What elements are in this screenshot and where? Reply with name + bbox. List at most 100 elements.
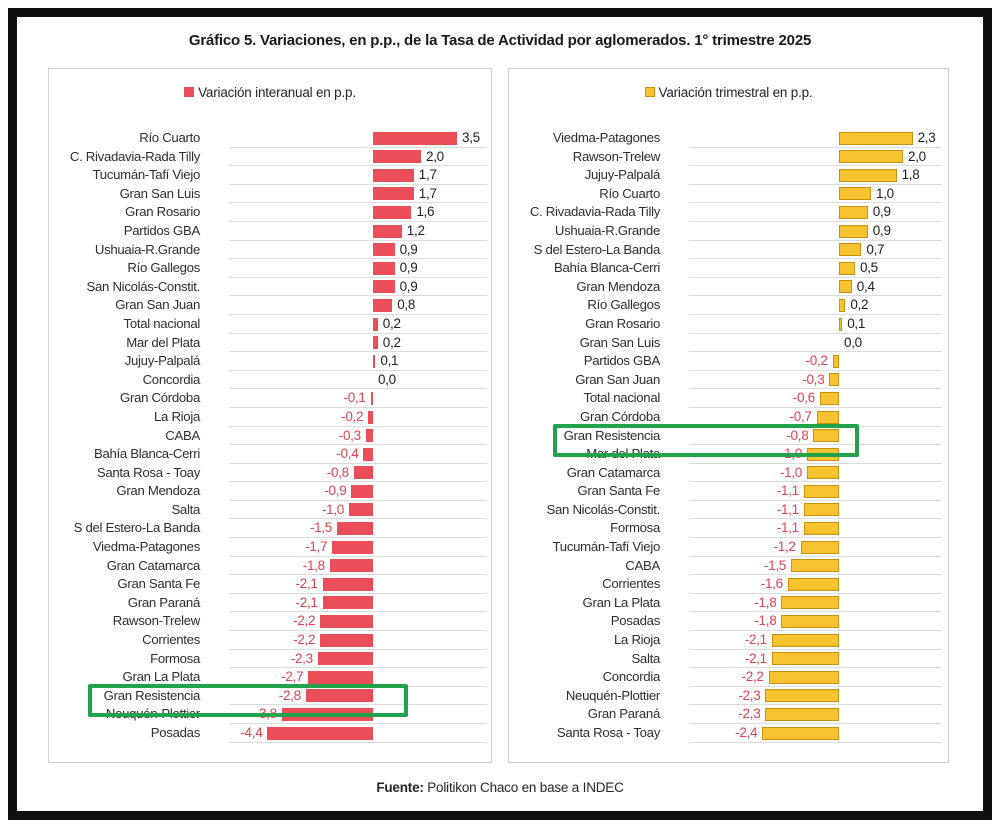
value-label: 0,2 xyxy=(382,315,401,331)
value-label: 0,9 xyxy=(399,260,418,276)
value-bar xyxy=(813,429,839,443)
source-label: Fuente: xyxy=(376,780,424,795)
value-label: -0,8 xyxy=(326,464,349,480)
value-label: -0,6 xyxy=(792,390,815,406)
category-label: Salta xyxy=(171,501,200,517)
figure-frame: Gráfico 5. Variaciones, en p.p., de la T… xyxy=(8,8,992,820)
bar-row: Formosa -2,3 xyxy=(49,650,487,669)
bar-row: Mar del Plata 0,2 xyxy=(49,334,487,353)
value-bar xyxy=(787,577,839,591)
value-label: -0,1 xyxy=(343,390,366,406)
value-bar xyxy=(762,726,839,740)
value-label: -2,2 xyxy=(293,632,316,648)
value-label: -1,6 xyxy=(760,576,783,592)
value-bar xyxy=(839,261,855,275)
bar-row: Gran Paraná -2,1 xyxy=(49,594,487,613)
value-label: -1,8 xyxy=(754,594,777,610)
bar-row: Gran Mendoza -0,9 xyxy=(49,482,487,501)
value-bar xyxy=(373,354,376,368)
plot-cell: 1,7 xyxy=(229,166,487,185)
value-label: -1,0 xyxy=(321,501,344,517)
category-label: Gran San Luis xyxy=(119,185,201,201)
value-bar xyxy=(349,503,373,517)
value-label: -0,8 xyxy=(786,427,809,443)
plot-cell: -0,4 xyxy=(229,445,487,464)
plot-cell: 0,2 xyxy=(229,315,487,334)
plot-cell: -0,3 xyxy=(689,371,942,390)
value-bar xyxy=(807,466,839,480)
yellow-square-icon xyxy=(644,87,655,97)
plot-cell: 0,9 xyxy=(689,203,942,222)
bar-row: Río Cuarto 3,5 xyxy=(49,129,487,148)
value-label: -2,4 xyxy=(735,725,758,740)
category-label: Río Cuarto xyxy=(599,185,660,201)
bar-row: Gran La Plata -2,7 xyxy=(49,668,487,687)
category-label: Viedma-Patagones xyxy=(552,130,660,145)
value-label: -2,3 xyxy=(290,650,313,666)
value-bar xyxy=(839,205,868,219)
value-label: 0,9 xyxy=(399,241,418,257)
category-label: Posadas xyxy=(150,725,201,740)
value-label: -2,1 xyxy=(744,632,767,648)
category-label: CABA xyxy=(625,557,660,573)
bar-row-highlighted: Gran Resistencia -0,8 xyxy=(509,423,942,456)
category-label: Mar del Plata xyxy=(586,446,660,462)
value-label: -2,1 xyxy=(295,594,318,610)
bar-row: San Nicolás-Constit. 0,9 xyxy=(49,278,487,297)
category-label: Río Cuarto xyxy=(139,130,200,145)
category-label: San Nicolás-Constit. xyxy=(546,501,661,517)
category-label: Formosa xyxy=(610,520,660,536)
category-label: Gran La Plata xyxy=(122,669,201,685)
plot-cell: 0,1 xyxy=(689,315,942,334)
value-bar xyxy=(819,391,839,405)
bar-row: Viedma-Patagones -1,7 xyxy=(49,538,487,557)
category-label: Concordia xyxy=(142,371,201,387)
plot-cell: 1,2 xyxy=(229,222,487,241)
value-label: -0,2 xyxy=(341,408,364,424)
plot-cell: -1,8 xyxy=(229,557,487,576)
category-label: La Rioja xyxy=(154,408,200,424)
value-bar xyxy=(373,280,395,294)
value-label: -1,5 xyxy=(763,557,786,573)
plot-cell: -1,1 xyxy=(689,519,942,539)
plot-cell: -0,6 xyxy=(689,389,942,408)
value-bar xyxy=(373,298,393,312)
value-label: -2,8 xyxy=(278,687,301,703)
value-bar xyxy=(803,484,839,498)
value-bar xyxy=(816,410,839,424)
plot-cell: 0,2 xyxy=(689,296,942,315)
bar-row: S del Estero-La Banda -1,5 xyxy=(49,519,487,539)
bar-row: Gran La Plata -1,8 xyxy=(509,594,942,613)
bar-row: La Rioja -2,1 xyxy=(509,631,942,650)
legend-trimestral: Variación trimestral en p.p. xyxy=(509,82,948,102)
value-label: -1,0 xyxy=(779,464,802,480)
category-label: Tucumán-Tafí Viejo xyxy=(92,167,201,183)
value-label: -1,8 xyxy=(302,557,325,573)
plot-cell: 0,9 xyxy=(229,241,487,260)
plot-cell: 0,5 xyxy=(689,259,942,278)
bar-row: CABA -1,5 xyxy=(509,557,942,576)
value-bar xyxy=(765,689,839,703)
plot-cell: -4,4 xyxy=(229,724,487,743)
plot-cell: -1,0 xyxy=(689,464,942,483)
bar-row: Rawson-Trelew 2,0 xyxy=(509,148,942,167)
value-label: 0,9 xyxy=(872,204,891,220)
plot-cell: 0,9 xyxy=(689,222,942,241)
value-label: -3,8 xyxy=(254,706,277,722)
plot-cell: 2,0 xyxy=(229,148,487,167)
value-bar xyxy=(363,447,373,461)
plot-cell: -2,7 xyxy=(229,668,487,687)
value-bar xyxy=(322,577,373,591)
value-label: -2,7 xyxy=(281,669,304,685)
plot-cell: -0,7 xyxy=(689,408,942,427)
category-label: Ushuaia-R.Grande xyxy=(554,222,660,238)
plot-cell: -2,1 xyxy=(689,650,942,669)
plot-cell: -2,3 xyxy=(689,705,942,724)
bar-row: Rawson-Trelew -2,2 xyxy=(49,612,487,632)
bar-row: Neuquén-Plottier -2,3 xyxy=(509,687,942,706)
bar-row: Mar del Plata -1,0 xyxy=(509,445,942,464)
value-bar xyxy=(365,429,373,443)
category-label: Gran La Plata xyxy=(582,594,661,610)
plot-cell: 0,7 xyxy=(689,241,942,260)
category-label: Partidos GBA xyxy=(123,222,201,238)
